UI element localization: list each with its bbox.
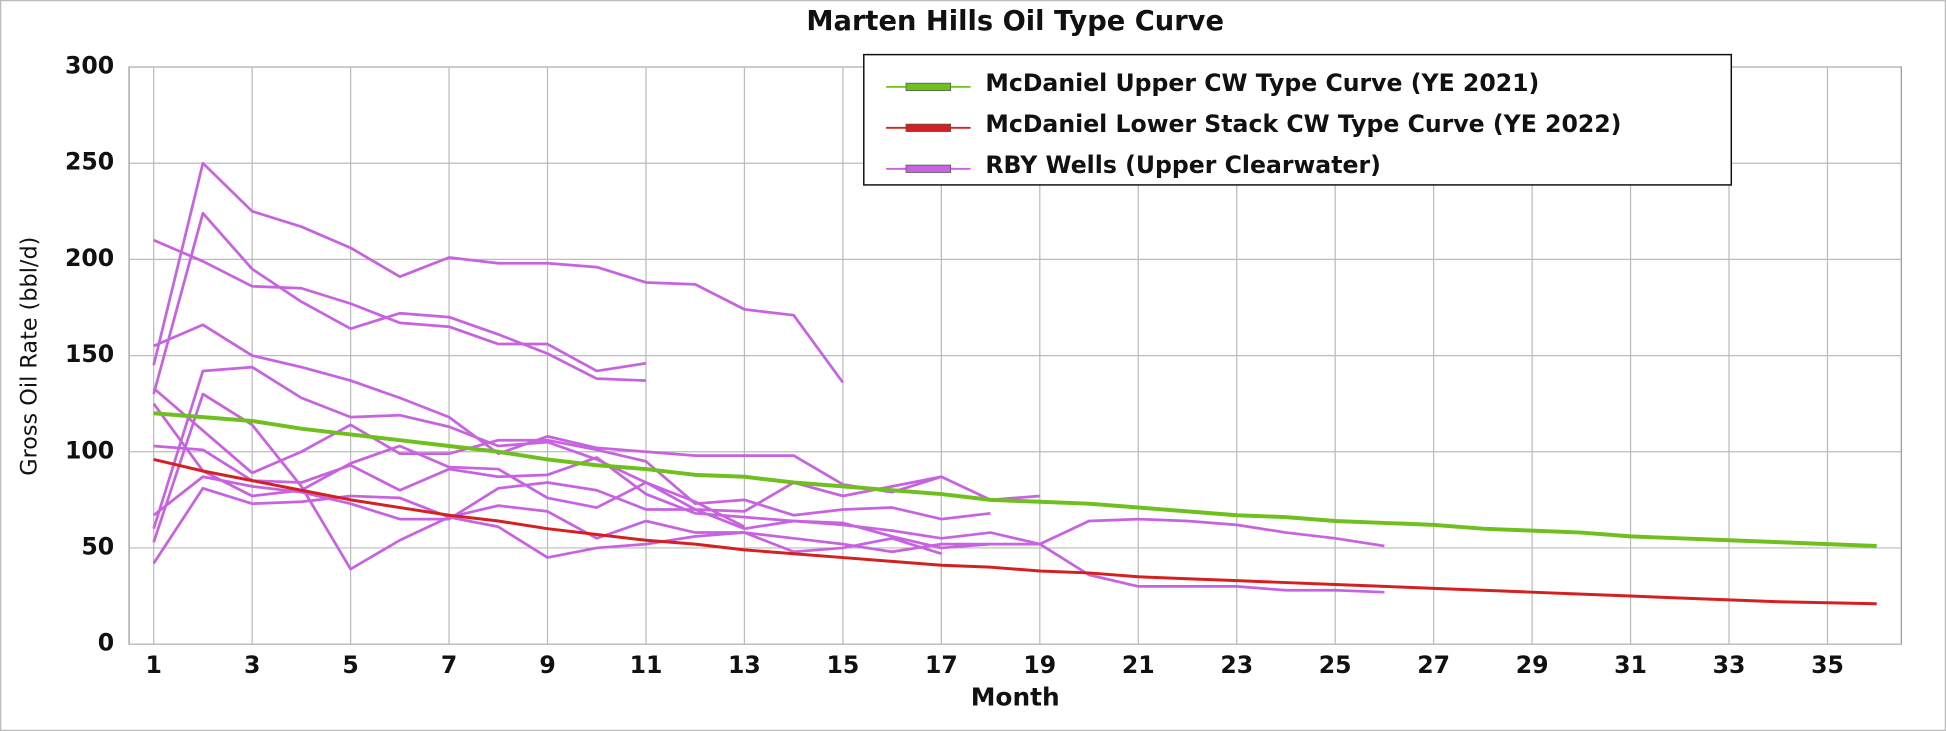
line: [152, 475, 1385, 548]
legend-label: McDaniel Lower Stack CW Type Curve (YE 2…: [985, 110, 1621, 138]
legend-box: [863, 53, 1733, 186]
x-tick-label: 3: [244, 651, 260, 679]
line: [152, 392, 942, 571]
legend-swatch: [905, 164, 952, 173]
chart-title: Marten Hills Oil Type Curve: [806, 6, 1224, 37]
line: [152, 161, 844, 384]
y-tick-label: 150: [65, 340, 114, 368]
x-tick-label: 25: [1319, 651, 1352, 679]
line: [152, 211, 647, 395]
y-tick-label: 50: [81, 532, 114, 560]
legend-swatch: [905, 82, 952, 91]
x-tick-label: 9: [539, 651, 555, 679]
line: [152, 402, 746, 528]
line: [153, 238, 647, 373]
y-tick-label: 300: [65, 52, 114, 80]
line: [152, 365, 942, 530]
x-tick-label: 31: [1614, 651, 1647, 679]
legend-swatch: [905, 123, 952, 132]
x-tick-label: 7: [441, 651, 457, 679]
line: [152, 486, 1385, 594]
line: [153, 411, 1877, 548]
legend-label: RBY Wells (Upper Clearwater): [985, 151, 1380, 179]
line: [153, 457, 1877, 606]
x-tick-label: 23: [1220, 651, 1253, 679]
y-tick-label: 250: [65, 148, 114, 176]
x-tick-label: 35: [1811, 651, 1844, 679]
legend-label: McDaniel Upper CW Type Curve (YE 2021): [985, 69, 1539, 97]
x-tick-label: 33: [1713, 651, 1746, 679]
x-tick-label: 5: [342, 651, 358, 679]
x-tick-label: 27: [1417, 651, 1450, 679]
x-tick-label: 11: [630, 651, 663, 679]
x-tick-label: 29: [1516, 651, 1549, 679]
x-axis-label: Month: [971, 683, 1060, 712]
x-tick-label: 21: [1122, 651, 1155, 679]
y-axis-label: Gross Oil Rate (bbl/d): [16, 237, 42, 476]
x-tick-label: 19: [1023, 651, 1056, 679]
line: [152, 387, 991, 521]
x-tick-label: 1: [145, 651, 161, 679]
y-tick-label: 100: [65, 436, 114, 464]
y-tick-label: 200: [65, 244, 114, 272]
x-tick-label: 13: [728, 651, 761, 679]
x-tick-label: 17: [925, 651, 958, 679]
y-tick-label: 0: [98, 629, 114, 657]
x-tick-label: 15: [826, 651, 859, 679]
